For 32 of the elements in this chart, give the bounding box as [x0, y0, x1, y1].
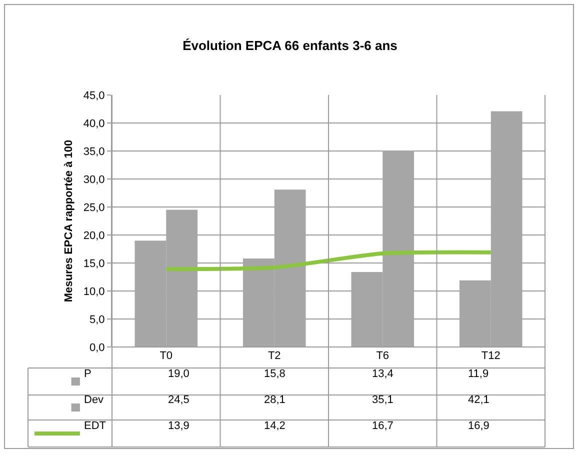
- y-tick-label: 40,0: [83, 118, 105, 130]
- y-tick-label: 35,0: [83, 146, 105, 158]
- data-label: 13,9: [168, 420, 190, 432]
- y-tick-label: 0,0: [90, 342, 105, 354]
- y-axis-title: Mesures EPCA rapportée à 100: [63, 140, 76, 302]
- data-label: 13,4: [372, 368, 394, 380]
- chart-title: Évolution EPCA 66 enfants 3-6 ans: [182, 38, 398, 54]
- y-tick-label: 15,0: [83, 258, 105, 270]
- x-tick-label: T0: [160, 350, 173, 362]
- data-label: 14,2: [264, 420, 286, 432]
- x-tick-label: T12: [481, 350, 500, 362]
- x-tick-label: T6: [376, 350, 390, 362]
- data-label: 35,1: [372, 394, 394, 406]
- data-label: 19,0: [168, 368, 190, 380]
- y-tick-label: 10,0: [83, 286, 105, 298]
- data-label: 16,9: [468, 420, 490, 432]
- data-label: 11,9: [468, 368, 489, 380]
- data-label: 16,7: [372, 420, 394, 432]
- legend-label: P: [84, 368, 92, 380]
- y-tick-label: 30,0: [83, 174, 105, 186]
- data-label: 42,1: [468, 394, 490, 406]
- data-label: 24,5: [168, 394, 190, 406]
- y-tick-label: 5,0: [90, 314, 105, 326]
- data-label: 28,1: [264, 394, 286, 406]
- y-tick-label: 45,0: [83, 90, 105, 102]
- y-tick-label: 25,0: [83, 202, 105, 214]
- x-tick-label: T2: [268, 350, 281, 362]
- y-tick-label: 20,0: [83, 230, 105, 242]
- data-label: 15,8: [264, 368, 286, 380]
- legend-label: Dev: [84, 394, 104, 406]
- line-series: [164, 250, 493, 272]
- legend-label: EDT: [84, 420, 106, 432]
